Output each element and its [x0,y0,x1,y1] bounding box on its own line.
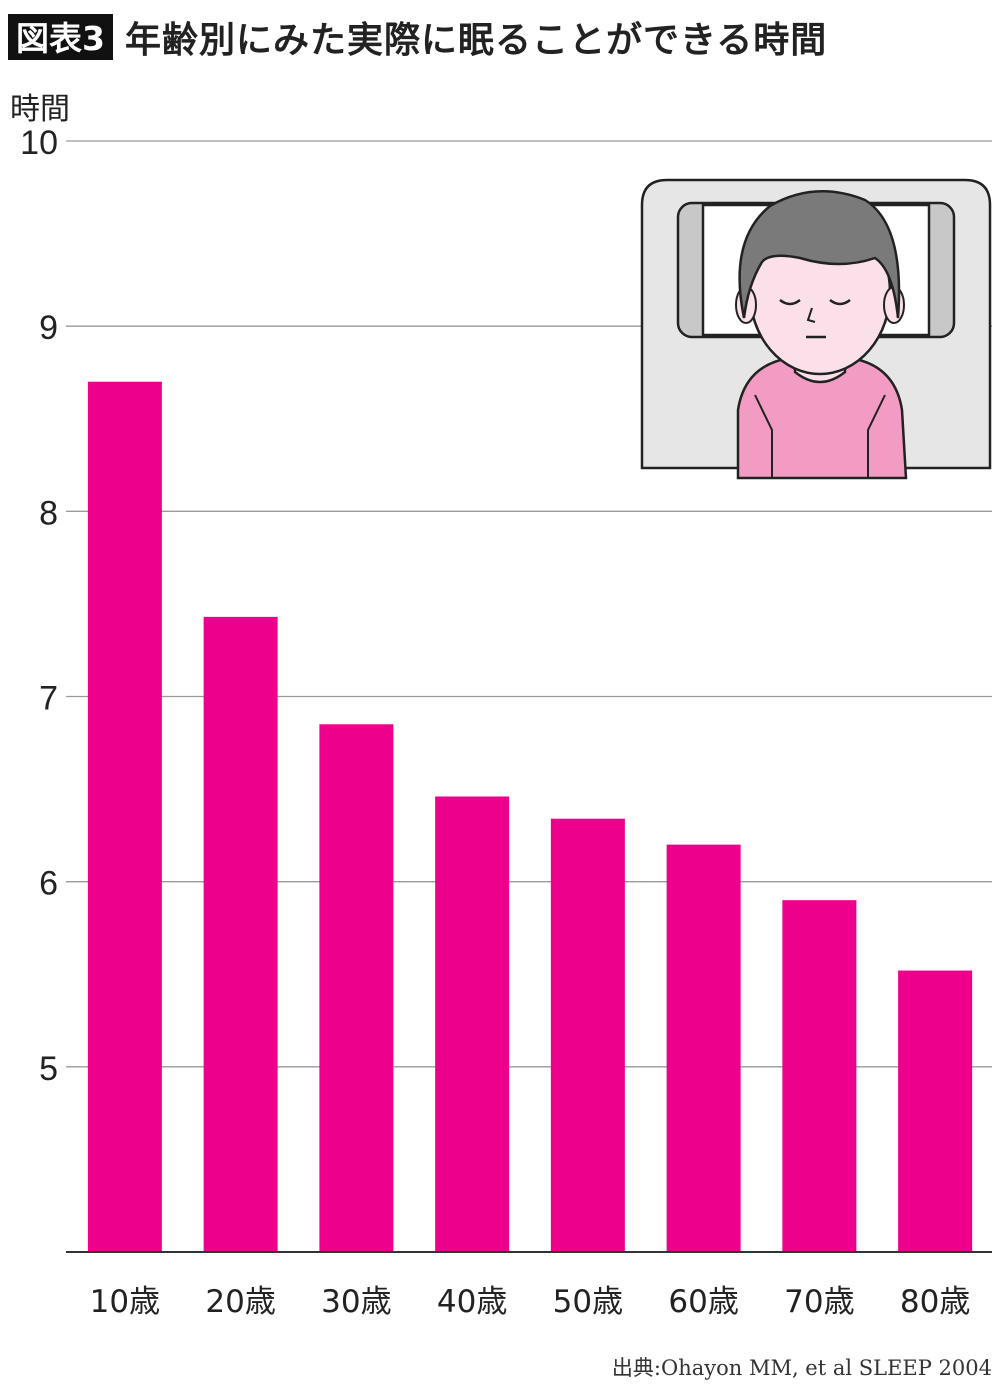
bar [666,844,741,1252]
x-tick-label: 40歳 [437,1284,507,1320]
bars [87,381,973,1252]
x-tick-label: 80歳 [900,1284,970,1320]
bar [319,724,394,1252]
bar [898,970,973,1252]
sleeping-person-illustration [640,178,992,480]
y-tick-label: 7 [39,680,58,718]
x-tick-label: 60歳 [668,1284,738,1320]
bar [782,900,857,1252]
y-tick-label: 10 [20,124,58,162]
bar [203,616,278,1252]
x-tick-label: 10歳 [90,1284,160,1320]
chart-title-bar: 図表3 年齢別にみた実際に眠ることができる時間 [8,12,827,62]
chart-title: 年齢別にみた実際に眠ることができる時間 [124,20,828,61]
x-tick-labels: 10歳 20歳 30歳 40歳 50歳 60歳 70歳 80歳 [90,1284,971,1320]
y-tick-label: 8 [39,494,58,532]
x-tick-label: 20歳 [205,1284,275,1320]
x-tick-label: 30歳 [321,1284,391,1320]
y-axis-label: 時間 [10,92,70,127]
figure-badge: 図表3 [8,14,113,60]
source-note: 出典:Ohayon MM, et al SLEEP 2004 [611,1356,992,1380]
y-tick-label: 5 [39,1050,58,1088]
y-tick-label: 9 [39,309,58,347]
y-tick-label: 6 [39,865,58,903]
x-tick-label: 70歳 [784,1284,854,1320]
y-tick-labels: 5 6 7 8 9 10 [20,124,58,1088]
bar [550,818,625,1252]
bar [435,796,510,1252]
x-tick-label: 50歳 [553,1284,623,1320]
bar-chart: 5 6 7 8 9 10 10歳 20歳 30歳 40歳 50歳 60歳 70歳 80歳 [20,124,992,1320]
bar [87,381,162,1252]
